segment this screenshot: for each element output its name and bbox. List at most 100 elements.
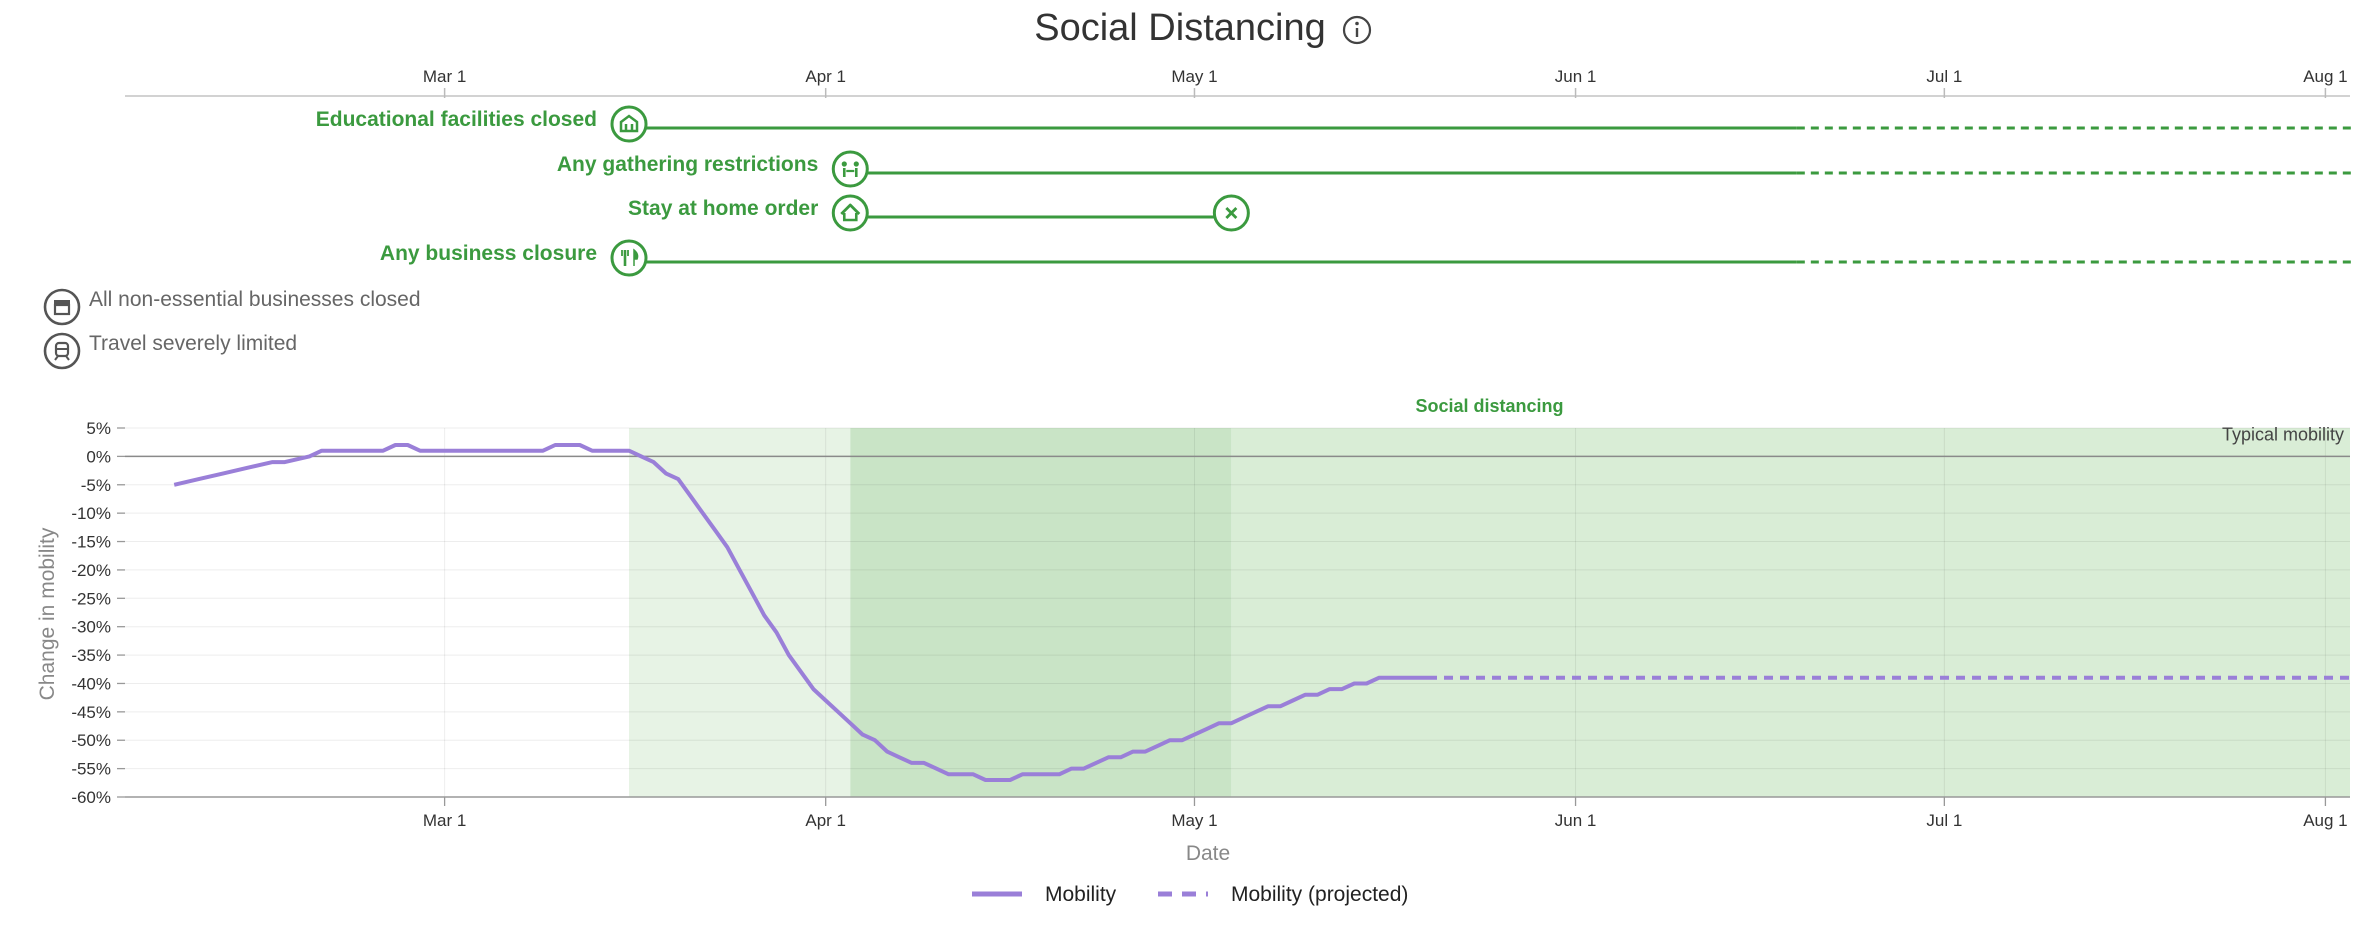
data-point: May 1: -49% bbox=[1192, 733, 1196, 737]
x-tick-label: Jun 1 bbox=[1555, 811, 1597, 830]
icon-legend-label: All non-essential businesses closed bbox=[89, 288, 421, 311]
data-point: Apr 20: -56% bbox=[1057, 772, 1061, 776]
data-point: Mar 24: -16% bbox=[725, 545, 729, 549]
data-point: Mar 1: 1% bbox=[443, 449, 447, 453]
data-point: Apr 10: -55% bbox=[934, 767, 938, 771]
y-tick-label: -25% bbox=[71, 589, 111, 608]
data-point: Apr 6: -52% bbox=[885, 750, 889, 754]
data-point: Apr 3: -47% bbox=[848, 721, 852, 725]
data-point: Mar 20: -4% bbox=[676, 477, 680, 481]
y-tick-label: 5% bbox=[86, 419, 111, 438]
legend-item: Mobility bbox=[972, 883, 1117, 906]
y-tick-label: -20% bbox=[71, 561, 111, 580]
data-point: May 3: -47% bbox=[1217, 721, 1221, 725]
data-point: Apr 30: -50% bbox=[1180, 738, 1184, 742]
close-icon-stroke bbox=[1225, 207, 1238, 219]
data-point: May 17: -39% bbox=[1389, 676, 1393, 680]
y-tick-label: -45% bbox=[71, 703, 111, 722]
legend-label: Mobility bbox=[1045, 883, 1117, 906]
data-point: Apr 27: -52% bbox=[1143, 750, 1147, 754]
y-tick-label: -10% bbox=[71, 504, 111, 523]
icon-ring bbox=[831, 194, 869, 232]
data-point: Mar 27: -28% bbox=[762, 613, 766, 617]
business-icon-knife bbox=[633, 248, 639, 266]
icon-ring bbox=[43, 288, 81, 326]
y-tick-label: -40% bbox=[71, 674, 111, 693]
data-point: Apr 29: -50% bbox=[1168, 738, 1172, 742]
data-point: May 13: -41% bbox=[1340, 687, 1344, 691]
timeline-axis: Mar 1 Apr 1 May 1 Jun 1 Jul 1 Aug 1 bbox=[125, 67, 2350, 98]
typical-mobility-label: Typical mobility bbox=[2222, 424, 2344, 444]
data-point: Mar 19: -3% bbox=[664, 471, 668, 475]
data-point: Apr 23: -54% bbox=[1094, 761, 1098, 765]
data-point: Mar 29: -35% bbox=[787, 653, 791, 657]
data-point: Apr 11: -56% bbox=[947, 772, 951, 776]
x-axis-title: Date bbox=[1186, 842, 1230, 865]
data-point: Feb 27: 2% bbox=[406, 443, 410, 447]
intervention-any-business-closure: Mar 16Any business closure bbox=[380, 239, 2354, 277]
y-tick-label: -35% bbox=[71, 646, 111, 665]
data-point: Mar 26: -24% bbox=[750, 591, 754, 595]
intervention-timeline: Mar 16Educational facilities closed Apr 3… bbox=[316, 105, 2354, 277]
train-icon-rail bbox=[65, 355, 70, 361]
icon-ring bbox=[43, 332, 81, 370]
timeline-tick-label: Jul 1 bbox=[1926, 67, 1962, 86]
data-point: Mar 31: -41% bbox=[811, 687, 815, 691]
typical-mobility-line: Typical mobility bbox=[125, 424, 2350, 458]
data-point: Feb 26: 2% bbox=[393, 443, 397, 447]
timeline-tick-label: Aug 1 bbox=[2303, 67, 2347, 86]
band-dark bbox=[850, 428, 1232, 797]
chart-axes: 5% 0% -5% -10% -15% -20% -25% -30% -35% -40% -45% -… bbox=[36, 419, 2350, 865]
data-point: Mar 25: -20% bbox=[738, 568, 742, 572]
icon-legend-item: Travel severely limited bbox=[43, 332, 297, 370]
intervention-educational-facilities-closed: Mar 16Educational facilities closed bbox=[316, 105, 2354, 143]
data-point: Feb 10: -4% bbox=[197, 477, 201, 481]
data-point: Apr 1: -43% bbox=[824, 698, 828, 702]
data-point: Apr 7: -53% bbox=[897, 755, 901, 759]
data-point: Feb 16: -1% bbox=[271, 460, 275, 464]
data-point: Mar 21: -7% bbox=[688, 494, 692, 498]
icon-ring bbox=[831, 150, 869, 188]
train-icon-rail bbox=[54, 355, 59, 361]
intervention-label: Any gathering restrictions bbox=[557, 153, 818, 176]
y-tick-label: 0% bbox=[86, 447, 111, 466]
data-point: Feb 17: -1% bbox=[283, 460, 287, 464]
data-point: Apr 9: -54% bbox=[922, 761, 926, 765]
data-point: Mar 5: 1% bbox=[492, 449, 496, 453]
timeline-tick-label: May 1 bbox=[1171, 67, 1217, 86]
legend-item: Mobility (projected) bbox=[1158, 883, 1408, 906]
data-point: May 12: -41% bbox=[1328, 687, 1332, 691]
data-point: Apr 17: -56% bbox=[1020, 772, 1024, 776]
data-point: May 19: -39% bbox=[1414, 676, 1418, 680]
data-point: May 9: -43% bbox=[1291, 698, 1295, 702]
info-icon[interactable] bbox=[1342, 15, 1372, 45]
data-point: May 6: -45% bbox=[1254, 710, 1258, 714]
intervention-label: Any business closure bbox=[380, 242, 597, 265]
school-icon bbox=[610, 105, 648, 143]
icon-ring bbox=[610, 239, 648, 277]
data-point: Apr 21: -55% bbox=[1070, 767, 1074, 771]
data-point: Mar 28: -31% bbox=[775, 630, 779, 634]
data-point: Feb 20: 1% bbox=[320, 449, 324, 453]
x-tick-label: Mar 1 bbox=[423, 811, 466, 830]
data-point: May 14: -40% bbox=[1352, 681, 1356, 685]
data-point: Mar 12: 2% bbox=[578, 443, 582, 447]
data-point: Mar 10: 2% bbox=[553, 443, 557, 447]
data-point: May 7: -44% bbox=[1266, 704, 1270, 708]
data-point: Mar 23: -13% bbox=[713, 528, 717, 532]
y-tick-label: -50% bbox=[71, 731, 111, 750]
chart-legend: Mobility Mobility (projected) bbox=[972, 883, 1408, 906]
data-point: Mar 22: -10% bbox=[701, 511, 705, 515]
data-point: Apr 25: -53% bbox=[1119, 755, 1123, 759]
data-point: May 10: -42% bbox=[1303, 693, 1307, 697]
business-icon bbox=[610, 239, 648, 277]
data-point: Mar 7: 1% bbox=[516, 449, 520, 453]
data-point: Feb 25: 1% bbox=[381, 449, 385, 453]
gathering-icon bbox=[831, 150, 869, 188]
data-point: Feb 22: 1% bbox=[344, 449, 348, 453]
data-point: Mar 17: 0% bbox=[639, 454, 643, 458]
timeline-tick-label: Jun 1 bbox=[1555, 67, 1597, 86]
store-icon-awning bbox=[54, 300, 70, 305]
data-point: Apr 22: -55% bbox=[1082, 767, 1086, 771]
